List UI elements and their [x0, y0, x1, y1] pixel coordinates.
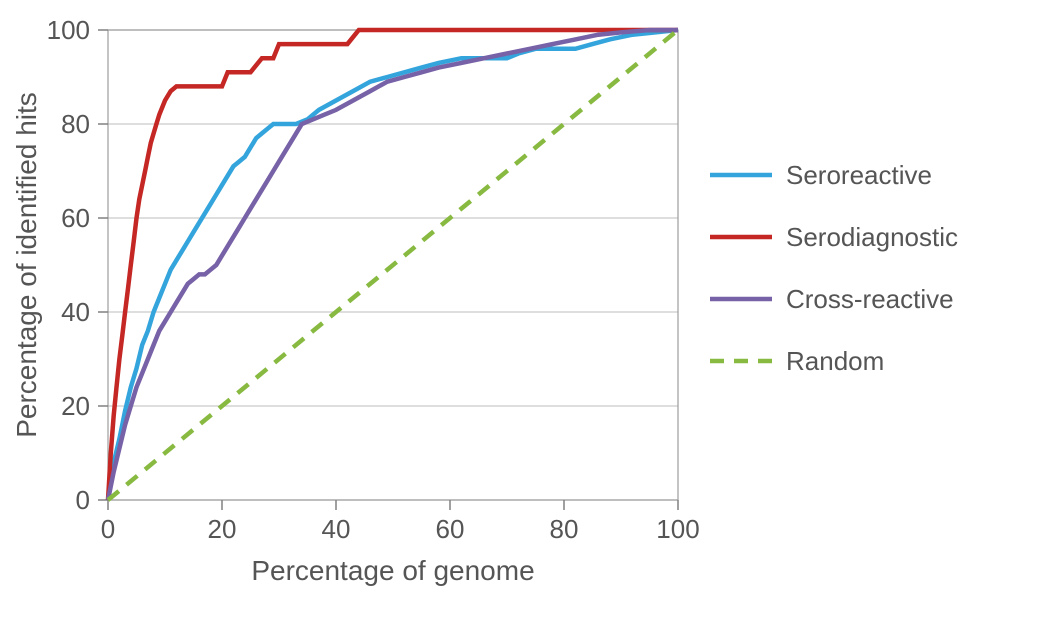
line-chart: 0 20 40 60 80 100 0 20 40 60 80 100 Percentage of ge…	[0, 0, 1050, 617]
legend-label: Cross-reactive	[786, 284, 954, 314]
y-tick-label: 0	[76, 485, 90, 515]
chart-container: 0 20 40 60 80 100 0 20 40 60 80 100 Percentage of ge…	[0, 0, 1050, 617]
x-tick-label: 60	[436, 514, 465, 544]
x-tick-label: 20	[208, 514, 237, 544]
y-tick-label: 60	[61, 203, 90, 233]
legend-label: Random	[786, 346, 884, 376]
x-tick-label: 100	[656, 514, 699, 544]
y-tick-label: 20	[61, 391, 90, 421]
x-axis-label: Percentage of genome	[251, 555, 534, 586]
legend-label: Serodiagnostic	[786, 222, 958, 252]
y-tick-label: 100	[47, 15, 90, 45]
series-random	[108, 30, 678, 500]
x-tick-label: 0	[101, 514, 115, 544]
y-tick-label: 80	[61, 109, 90, 139]
x-tick-label: 40	[322, 514, 351, 544]
legend-label: Seroreactive	[786, 160, 932, 190]
x-tick-label: 80	[550, 514, 579, 544]
y-tick-label: 40	[61, 297, 90, 327]
y-axis-label: Percentage of identified hits	[11, 92, 42, 438]
